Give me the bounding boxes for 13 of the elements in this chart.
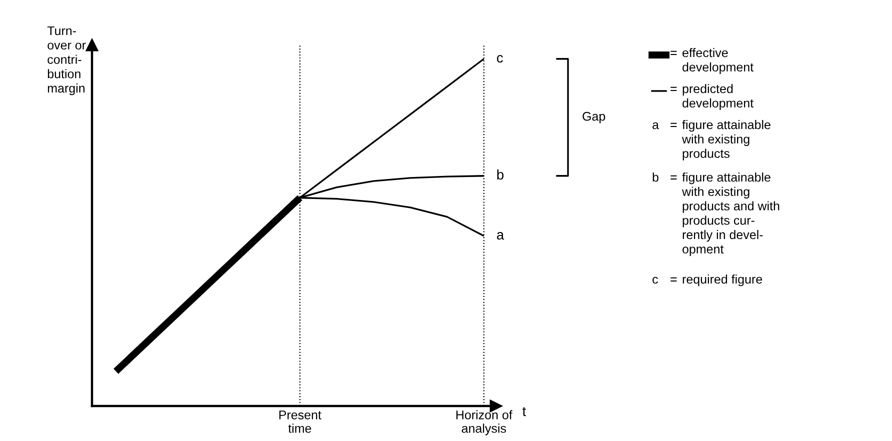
series-label: b [497, 169, 504, 180]
text: = effective development [670, 48, 754, 74]
text: Gap [582, 112, 606, 124]
series-label: a [496, 232, 504, 240]
x-tick-label: Present time [279, 410, 322, 433]
text: a = figure attainable with existing products [652, 120, 770, 160]
y-axis-title: Turn- over or contri- bution margin [47, 26, 86, 96]
text: c = required figure [652, 274, 762, 286]
text: = predicted development [670, 84, 754, 110]
series-label: c [496, 55, 503, 63]
text: b = figure attainable with existing products and with products cur- rently in devel- opment [652, 172, 780, 256]
x-tick-label: Horizon of analysis [456, 410, 512, 436]
x-axis-title: t [522, 407, 526, 416]
